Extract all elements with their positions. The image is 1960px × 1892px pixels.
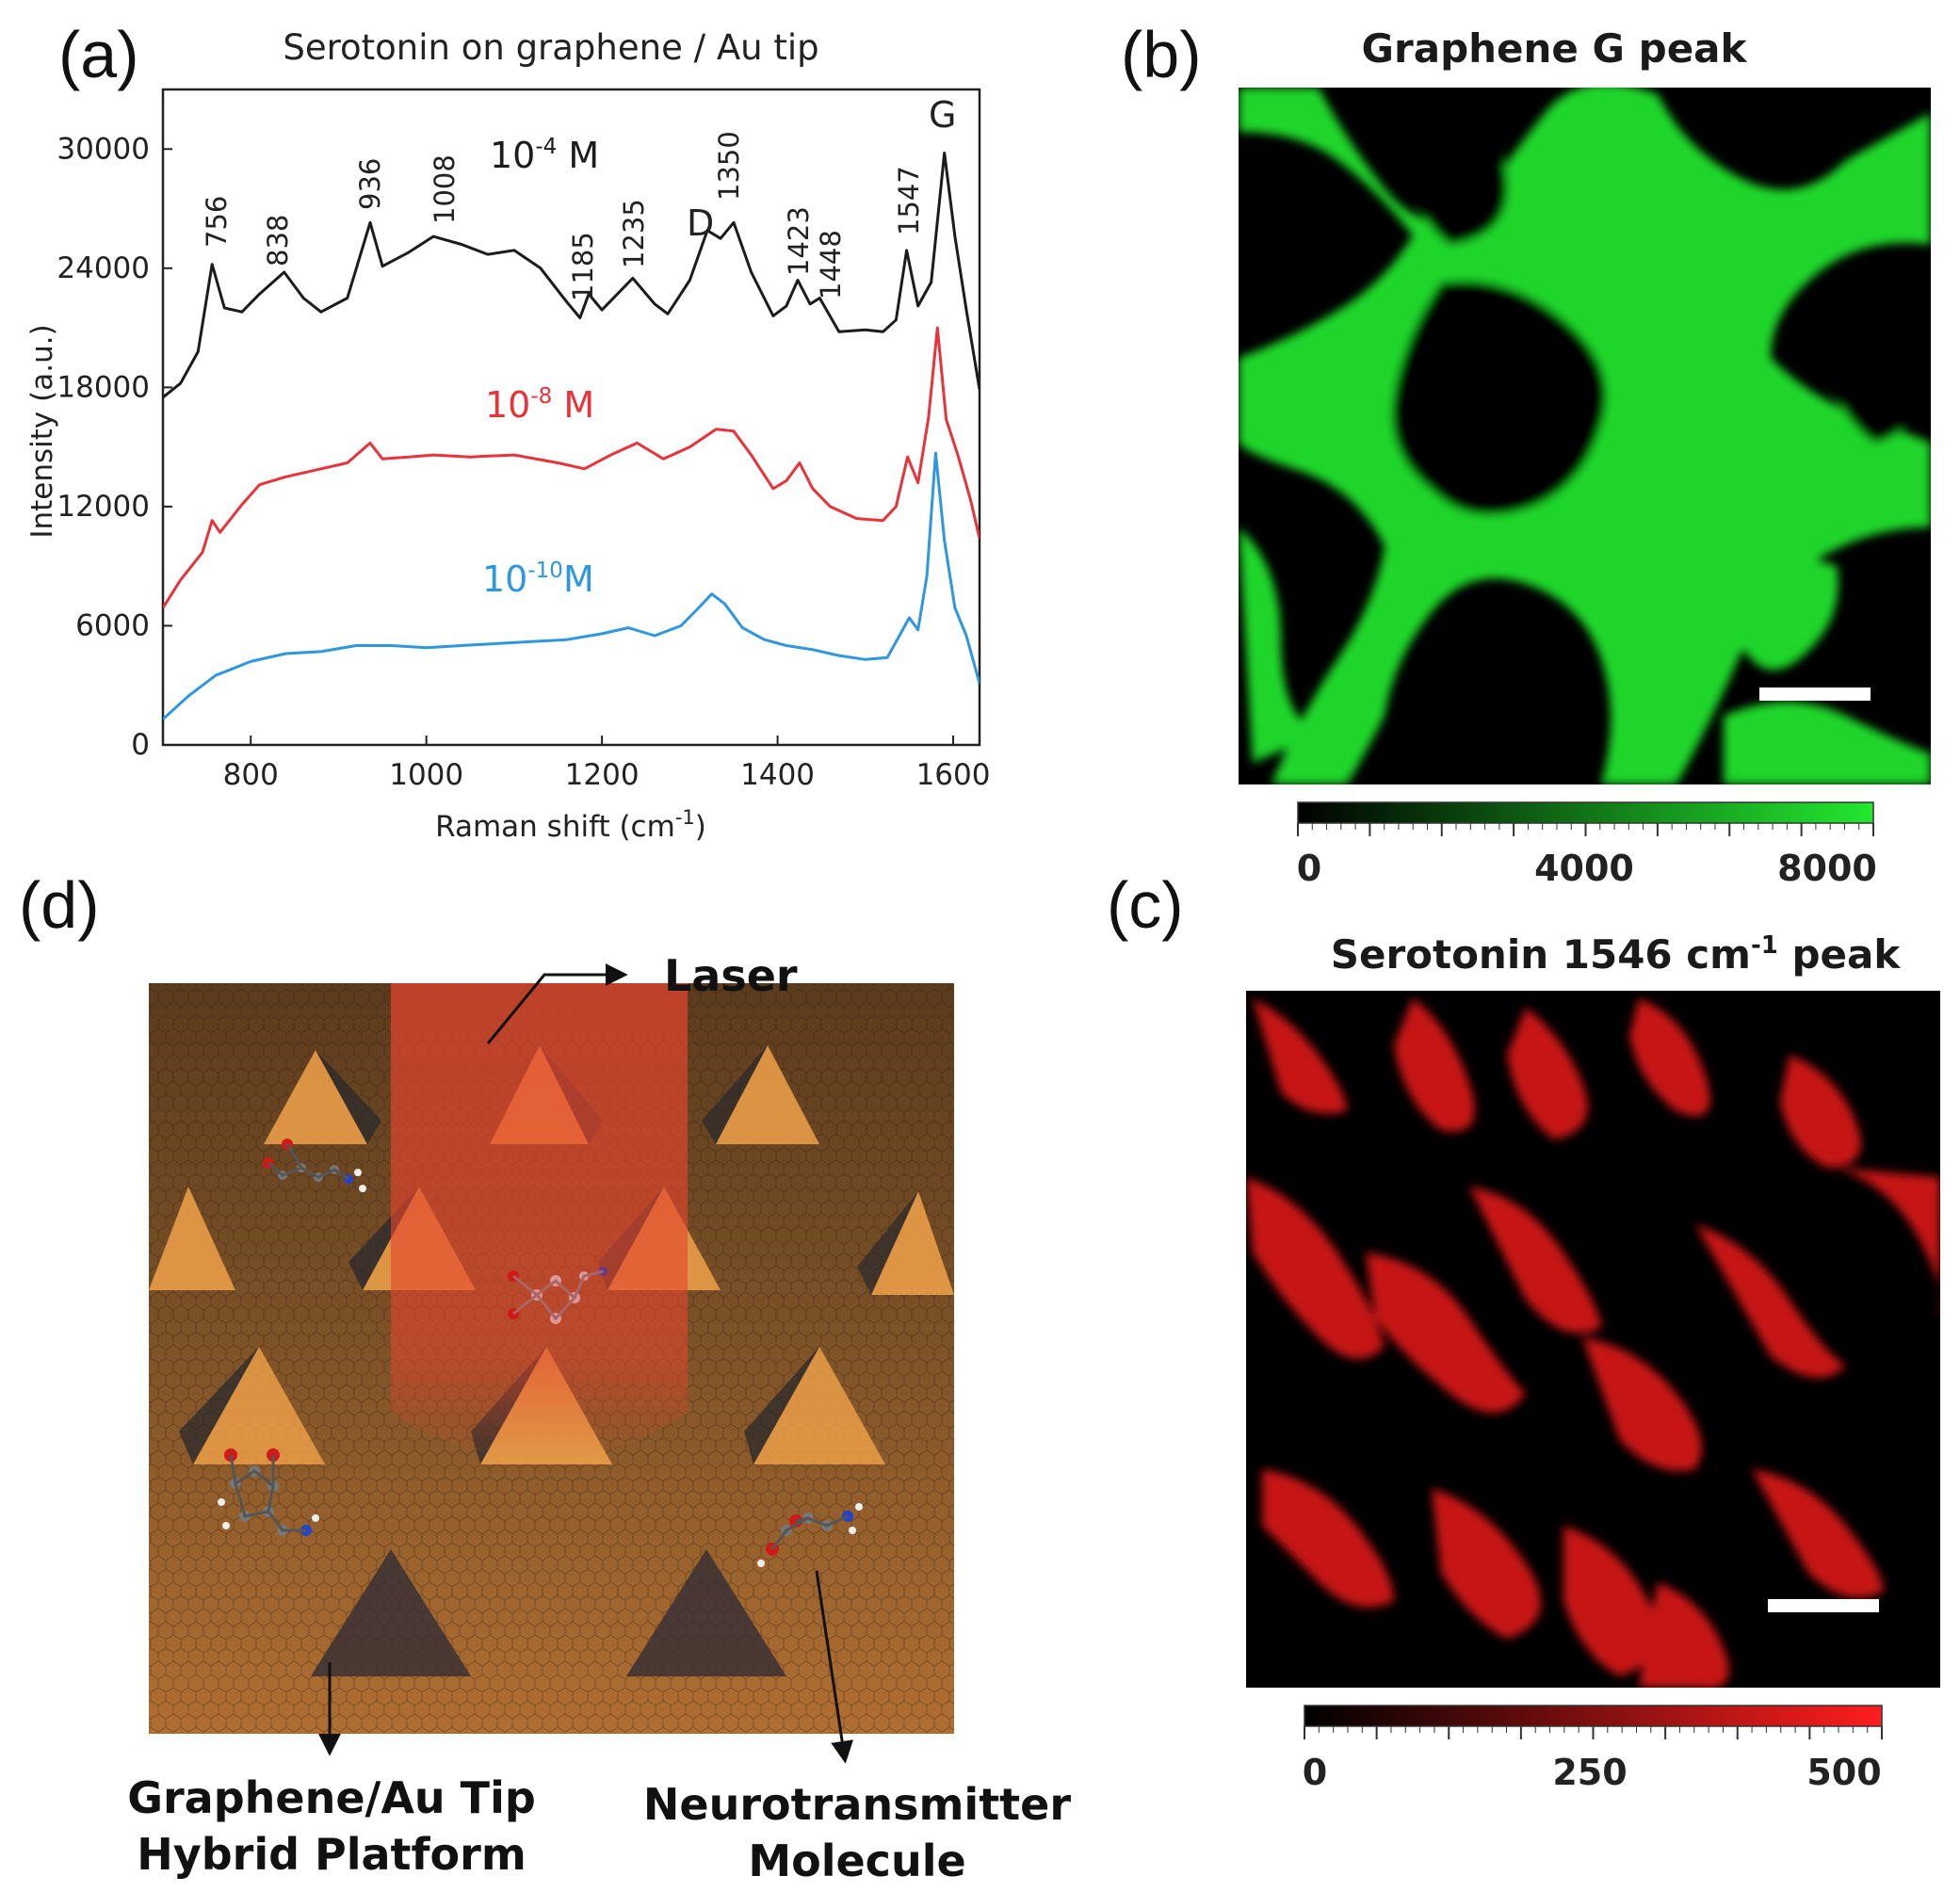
scale-bar-c (1768, 1599, 1879, 1612)
peak-label-1423: 1423 (783, 206, 815, 276)
platform-label-line2: Hybrid Platform (137, 1829, 526, 1880)
peak-label-1448: 1448 (815, 230, 847, 299)
scale-bar-b (1759, 687, 1871, 701)
plot-frame (161, 88, 981, 747)
peak-label-1350: 1350 (713, 131, 745, 201)
panel-b-title: Graphene G peak (1362, 25, 1748, 72)
graphene-map-blobs (1239, 88, 1931, 784)
y-tick-label: 30000 (57, 132, 150, 166)
series-line-1e-8M (163, 326, 980, 609)
y-tick-label: 18000 (57, 370, 150, 404)
panel-c-title: Serotonin 1546 cm-1 peak (1331, 931, 1902, 978)
colorbar-b-tick-4000: 4000 (1534, 848, 1634, 889)
au-tip (311, 1549, 471, 1676)
molecule-label-line2: Molecule (748, 1835, 965, 1886)
colorbar-c (1304, 1705, 1883, 1727)
au-tip (264, 1050, 381, 1144)
panel-d-label: (d) (19, 868, 100, 942)
series-label-1e-8M: 10-8 M (485, 384, 594, 426)
platform-label-line1: Graphene/Au Tip (127, 1772, 536, 1823)
molecule (757, 1503, 863, 1567)
laser-beam (391, 983, 688, 1460)
colorbar-b-ticks (1297, 823, 1874, 836)
peak-label-1008: 1008 (429, 154, 461, 224)
au-tip (857, 1191, 954, 1295)
series-label-1e-10M: 10-10M (482, 558, 594, 600)
panel-b-label: (b) (1121, 18, 1202, 91)
peak-label-D: D (687, 202, 714, 244)
graphene-map (1239, 88, 1931, 784)
molecule-label-line1: Neurotransmitter (643, 1779, 1071, 1830)
peak-label-1547: 1547 (893, 166, 925, 235)
colorbar-c-tick-250: 250 (1552, 1752, 1627, 1793)
series-line-1e-4M (163, 152, 980, 399)
y-axis: 0 6000 12000 18000 24000 30000 (57, 132, 172, 762)
colorbar-c-tick-500: 500 (1806, 1752, 1881, 1793)
au-tip (179, 1347, 325, 1464)
colorbar-c-tick-0: 0 (1303, 1752, 1327, 1793)
y-tick-label: 12000 (57, 490, 150, 524)
colorbar-b (1297, 801, 1874, 824)
peak-label-1235: 1235 (618, 199, 650, 268)
neurotransmitter-molecules (218, 1139, 863, 1567)
y-tick-label: 0 (131, 728, 150, 762)
panel-a-label: (a) (58, 18, 139, 91)
x-tick-label: 1200 (565, 758, 640, 792)
laser-label: Laser (664, 950, 798, 1001)
peak-label-1185: 1185 (567, 232, 599, 301)
au-tip (702, 1045, 819, 1144)
platform-illustration (149, 983, 954, 1734)
colorbar-b-tick-0: 0 (1297, 848, 1321, 889)
x-tick-label: 1400 (740, 758, 815, 792)
x-axis-label: Raman shift (cm-1) (435, 806, 706, 844)
peak-label-838: 838 (262, 215, 294, 267)
peak-label-G: G (929, 94, 956, 136)
y-tick-label: 24000 (57, 251, 150, 285)
panel-c-label: (c) (1107, 868, 1184, 942)
laser-arrow (486, 963, 628, 1044)
panel-d: (d) (19, 868, 1071, 1886)
series-line-1e-10M (163, 451, 980, 720)
au-tip (149, 1187, 235, 1290)
x-axis: 800 1000 1200 1400 1600 (223, 736, 991, 792)
panel-c: (c) Serotonin 1546 cm-1 peak (1107, 868, 1940, 1793)
x-tick-label: 1000 (389, 758, 463, 792)
molecule-arrow (815, 1570, 854, 1764)
molecule (263, 1139, 366, 1192)
x-tick-label: 800 (223, 758, 279, 792)
au-tip (744, 1347, 885, 1464)
series-label-1e-4M: 10-4 M (490, 135, 599, 176)
molecule (218, 1448, 319, 1536)
plot-area (163, 152, 980, 720)
serotonin-map (1246, 998, 1940, 1688)
colorbar-b-tick-8000: 8000 (1777, 848, 1877, 889)
panel-a: (a) Serotonin on graphene / Au tip 0 6000… (25, 18, 990, 844)
molecule (508, 1267, 607, 1324)
y-axis-label: Intensity (a.u.) (25, 324, 59, 538)
panel-b: (b) Graphene G peak 0 4000 8000 (1121, 18, 1931, 889)
serotonin-map-blobs (1246, 998, 1940, 1688)
x-tick-label: 1600 (916, 758, 991, 792)
au-tip (626, 1549, 786, 1676)
peak-label-756: 756 (201, 196, 233, 248)
peak-label-936: 936 (354, 158, 386, 210)
colorbar-c-ticks (1304, 1726, 1883, 1739)
chart-title: Serotonin on graphene / Au tip (283, 27, 818, 68)
y-tick-label: 6000 (75, 608, 150, 642)
